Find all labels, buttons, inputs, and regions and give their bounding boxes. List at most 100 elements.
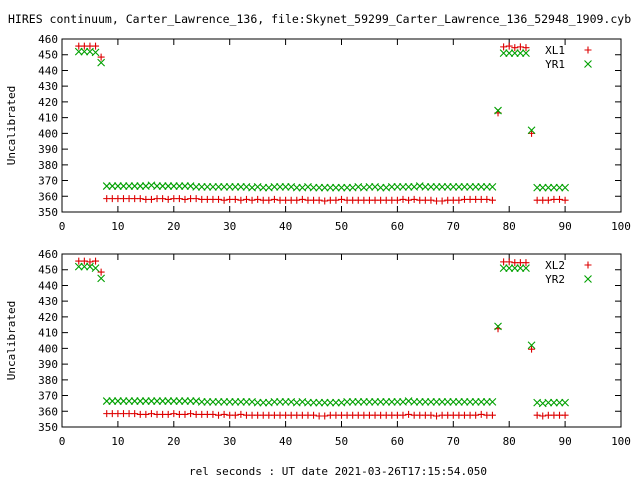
data-point xyxy=(466,182,474,191)
data-point xyxy=(209,410,217,418)
data-point xyxy=(427,397,435,406)
x-tick-label: 40 xyxy=(279,220,292,233)
y-tick-label: 390 xyxy=(38,358,58,371)
data-point xyxy=(147,410,155,418)
data-point xyxy=(505,42,513,50)
data-point xyxy=(393,196,401,204)
y-tick-label: 360 xyxy=(38,405,58,418)
data-point xyxy=(516,264,525,273)
data-point xyxy=(321,197,329,205)
data-point xyxy=(315,398,324,407)
data-point xyxy=(528,345,536,353)
data-point xyxy=(253,398,262,407)
data-point xyxy=(248,196,256,204)
data-point xyxy=(555,183,564,192)
data-point xyxy=(522,49,530,58)
data-point xyxy=(348,397,357,406)
data-point xyxy=(108,397,117,405)
data-point xyxy=(276,182,284,191)
data-point xyxy=(164,182,173,190)
data-point xyxy=(231,182,240,191)
data-point xyxy=(482,397,491,406)
data-point xyxy=(382,397,391,406)
data-point xyxy=(471,182,480,191)
data-point xyxy=(393,182,402,191)
data-point xyxy=(510,264,519,273)
data-point xyxy=(443,182,452,191)
series-YR2 xyxy=(74,262,569,408)
data-point xyxy=(516,43,524,51)
data-point xyxy=(97,274,106,283)
data-point xyxy=(432,397,441,406)
data-point xyxy=(527,341,536,350)
data-point xyxy=(376,183,385,192)
data-point xyxy=(415,397,424,406)
data-point xyxy=(365,397,374,406)
y-tick-label: 440 xyxy=(38,279,58,292)
data-point xyxy=(131,410,139,418)
data-point xyxy=(170,410,178,418)
y-tick-label: 450 xyxy=(38,49,58,62)
data-point xyxy=(499,264,508,273)
data-point xyxy=(102,397,111,405)
data-point xyxy=(175,195,183,203)
data-point xyxy=(74,262,83,271)
data-point xyxy=(254,195,262,203)
y-tick-label: 350 xyxy=(38,421,58,434)
legend-marker xyxy=(584,46,592,54)
data-point xyxy=(399,195,407,203)
data-point xyxy=(544,398,553,407)
data-point xyxy=(516,49,525,58)
x-tick-label: 50 xyxy=(335,435,348,448)
legend-label: XL2 xyxy=(545,259,565,272)
data-point xyxy=(505,264,514,273)
data-point xyxy=(304,398,312,407)
data-point xyxy=(259,183,268,192)
data-point xyxy=(153,182,161,190)
data-point xyxy=(169,397,178,405)
x-tick-label: 0 xyxy=(59,435,66,448)
data-point xyxy=(214,182,223,191)
data-point xyxy=(136,195,144,203)
y-tick-label: 360 xyxy=(38,190,58,203)
data-point xyxy=(259,398,268,407)
data-point xyxy=(544,196,552,204)
data-point xyxy=(97,53,105,61)
data-point xyxy=(215,195,223,203)
x-tick-label: 20 xyxy=(167,220,180,233)
x-tick-label: 100 xyxy=(611,435,631,448)
data-point xyxy=(181,182,189,190)
y-axis-label: Uncalibrated xyxy=(5,301,18,380)
x-tick-label: 60 xyxy=(391,435,404,448)
data-point xyxy=(405,410,413,418)
data-point xyxy=(158,397,167,405)
data-point xyxy=(102,182,111,190)
data-point xyxy=(175,397,184,405)
x-tick-label: 70 xyxy=(447,220,460,233)
x-tick-label: 50 xyxy=(335,220,348,233)
data-point xyxy=(505,49,514,58)
data-point xyxy=(443,397,452,406)
data-point xyxy=(215,411,223,419)
data-point xyxy=(432,182,441,191)
data-point xyxy=(214,397,223,406)
data-point xyxy=(421,182,430,191)
data-point xyxy=(310,411,318,419)
data-point xyxy=(187,410,195,418)
data-point xyxy=(405,196,413,204)
data-point xyxy=(209,182,217,191)
data-point xyxy=(203,182,212,191)
data-point xyxy=(472,411,480,419)
data-point xyxy=(141,397,150,405)
data-point xyxy=(175,182,184,190)
y-tick-label: 460 xyxy=(38,33,58,46)
data-point xyxy=(438,182,447,191)
y-tick-label: 440 xyxy=(38,64,58,77)
data-point xyxy=(320,398,329,407)
data-point xyxy=(91,48,100,57)
data-point xyxy=(477,397,486,406)
data-point xyxy=(387,182,396,191)
data-point xyxy=(231,195,239,203)
data-point xyxy=(326,398,335,407)
data-point xyxy=(136,397,145,405)
